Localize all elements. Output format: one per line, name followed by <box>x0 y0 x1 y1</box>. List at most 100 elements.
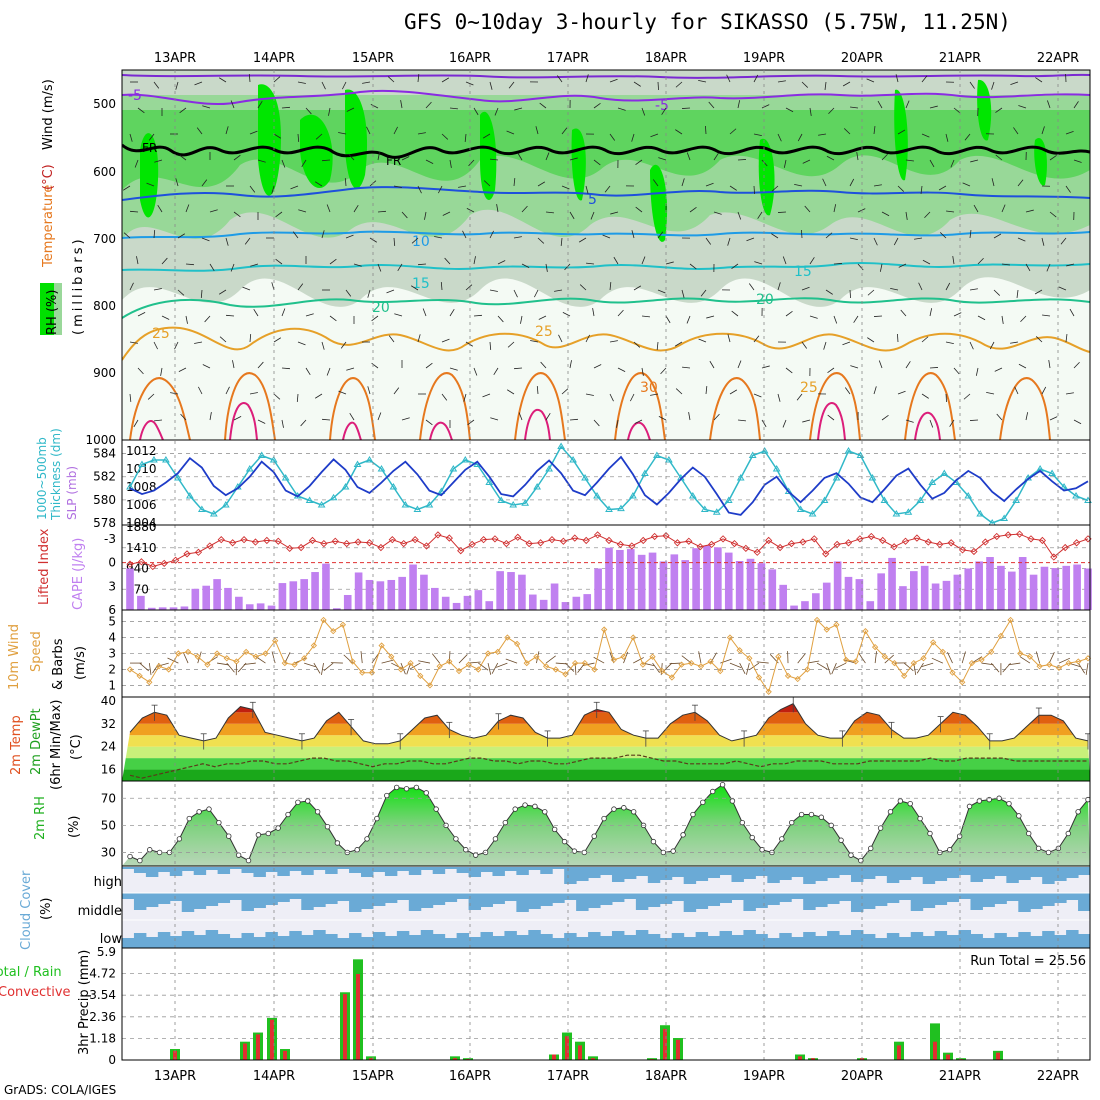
wind-barb <box>849 178 855 187</box>
lifted-index-point <box>445 534 453 542</box>
cloud-high-block <box>910 867 924 877</box>
wind-speed-point <box>765 688 772 695</box>
lifted-index-point <box>696 543 704 551</box>
wind-barb <box>292 231 299 239</box>
rh-tick: 50 <box>101 818 116 832</box>
cloud-low-block <box>779 933 792 948</box>
dewpt-label: 2m DewPt <box>29 708 44 775</box>
cloud-low-block <box>647 934 661 948</box>
wind-barb <box>129 133 133 142</box>
slp-point <box>425 501 434 508</box>
rh-point <box>1006 800 1012 807</box>
ytick-1000: 1000 <box>85 433 116 447</box>
cloud-high-block <box>862 867 876 879</box>
cloud-high-block <box>1042 867 1055 884</box>
wind-barb <box>609 133 616 141</box>
wind-barb <box>1025 209 1034 213</box>
wind-speed-point <box>417 672 424 679</box>
wind-barb <box>823 341 827 350</box>
date-label-top: 20APR <box>841 51 883 66</box>
wind-barb <box>809 107 812 116</box>
precip-convective-bar <box>897 1045 901 1060</box>
cloud-high-block <box>958 867 971 875</box>
wind-speed-point <box>475 666 482 673</box>
wind-barb <box>804 205 811 213</box>
wind-barb <box>785 107 794 113</box>
cape-bar <box>180 606 189 610</box>
cloud-high-block <box>408 867 422 875</box>
wind-barb <box>343 654 353 664</box>
rh-point <box>591 833 597 839</box>
rh-point <box>542 809 548 815</box>
cloud-low-block <box>372 932 386 948</box>
cloud-middle-block <box>396 893 410 900</box>
cloud-low-block <box>349 933 362 948</box>
date-label-top: 17APR <box>547 51 589 66</box>
wind-barb <box>1017 237 1026 242</box>
cloud-middle-block <box>910 893 924 911</box>
wind-barb <box>482 393 491 398</box>
lifted-index-point <box>536 539 545 547</box>
lifted-index-point <box>639 536 647 545</box>
wind-barb <box>133 419 139 428</box>
wind-speed-point <box>397 666 405 673</box>
rh-point <box>947 847 953 853</box>
wind-speed-point <box>533 653 540 660</box>
wind-tick: 1 <box>108 678 116 692</box>
lifted-index-point <box>411 536 419 544</box>
cloud-high-block <box>898 867 912 880</box>
rh-point <box>364 836 370 842</box>
precip-convective-bar <box>663 1028 667 1060</box>
cloud-low-block <box>157 932 171 948</box>
cape-bar <box>975 561 983 610</box>
temp-dewpt-panel <box>122 697 1090 781</box>
cloud-low-block <box>122 938 135 948</box>
cloud-middle-block <box>946 893 960 902</box>
wind-barbs-upper <box>123 73 1082 428</box>
slp-point <box>832 474 841 481</box>
lifted-index-point <box>320 539 328 548</box>
temp-band <box>122 723 1090 736</box>
precip-convective-bar <box>591 1058 595 1060</box>
lifted-index-point <box>787 539 796 548</box>
wind-barb <box>856 152 859 161</box>
wind-barb <box>257 159 266 163</box>
wind-barb <box>905 159 914 162</box>
cloud-low-block <box>898 937 912 948</box>
cape-bar <box>235 596 243 610</box>
wind-barb <box>185 263 195 266</box>
wind-barb <box>489 289 498 292</box>
cape-bar <box>1051 568 1060 610</box>
wind-barb <box>473 314 483 317</box>
date-label-bottom: 13APR <box>154 1069 196 1084</box>
slp-point <box>964 492 973 499</box>
cloud-high-block <box>719 867 732 875</box>
wind-barb <box>1018 363 1027 369</box>
cape-bar <box>289 581 298 610</box>
wind-barb <box>1010 81 1019 85</box>
wind-barb <box>953 367 960 375</box>
cloud-low-block <box>839 935 852 948</box>
cloud-high-block <box>480 867 493 872</box>
wind-barb <box>706 315 715 319</box>
slp-point <box>317 501 326 508</box>
rh-point <box>1065 830 1071 837</box>
cloud-middle-block <box>1078 893 1091 911</box>
date-label-bottom: 15APR <box>352 1069 394 1084</box>
wind-barb <box>873 315 883 317</box>
lifted-index-series-line <box>129 533 1089 568</box>
dewpt-series-line <box>129 754 1088 779</box>
wind-speed-point <box>571 659 579 667</box>
lifted-index-point <box>879 536 887 545</box>
wind-barb <box>554 289 563 292</box>
wind-barb <box>1008 662 1021 666</box>
cape-bar <box>724 552 733 610</box>
wind-barb <box>986 391 995 395</box>
wind-barb <box>609 282 612 291</box>
wind-barb <box>305 107 312 115</box>
wind-barb <box>304 662 316 668</box>
wind-barb <box>348 153 355 161</box>
wind-speed-point <box>513 640 521 648</box>
wind-barb <box>592 308 595 317</box>
wind-barb <box>675 81 683 88</box>
